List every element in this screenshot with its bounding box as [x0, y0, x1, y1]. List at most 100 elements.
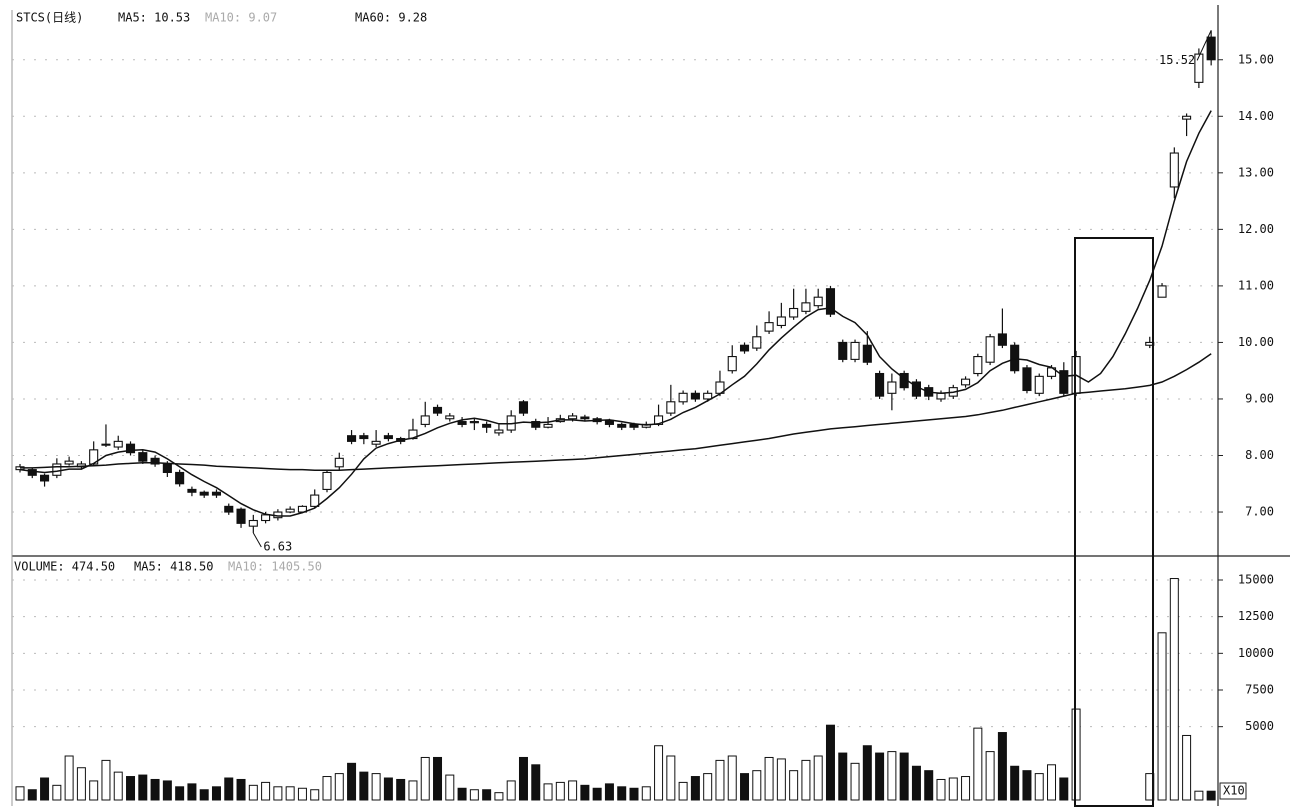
candle-body — [1182, 115, 1192, 120]
volume-bar — [261, 781, 271, 801]
candle-body — [383, 435, 393, 440]
indicator: MA10: 9.07 — [205, 11, 277, 25]
y-tick-label: 12.00 — [1238, 222, 1274, 236]
volume-bar — [875, 752, 885, 801]
volume-bar — [52, 784, 62, 801]
candle-body — [1022, 367, 1032, 392]
unit-box — [1219, 782, 1247, 800]
candle-body — [285, 508, 295, 513]
candle-body — [371, 440, 381, 445]
candle-body — [125, 443, 136, 454]
candle-body — [813, 296, 823, 307]
volume-bar — [408, 780, 418, 801]
volume-bar — [1034, 773, 1044, 801]
volume-bar — [948, 777, 958, 801]
volume-bar — [727, 755, 737, 801]
candle-body — [162, 463, 172, 474]
volume-bar — [89, 780, 99, 801]
volume-bar — [482, 789, 492, 801]
candle-body — [703, 392, 713, 400]
volume-bar — [825, 724, 835, 801]
candle-body — [543, 423, 553, 428]
volume-bar — [1169, 578, 1179, 801]
candle-body — [248, 519, 258, 527]
candle-body — [359, 435, 369, 440]
candle-body — [322, 471, 332, 490]
volume-bar — [1022, 770, 1032, 801]
y-tick-label: 12500 — [1238, 609, 1274, 623]
volume-bar — [310, 789, 320, 801]
volume-indicator: MA10: 1405.50 — [228, 560, 322, 574]
volume-bar — [629, 787, 639, 801]
candle-body — [850, 341, 860, 360]
candle-body — [690, 392, 700, 400]
volume-bar — [985, 751, 995, 801]
volume-bar — [568, 780, 578, 801]
volume-bar — [518, 756, 528, 801]
volume-bar — [347, 762, 357, 801]
candle-body — [936, 392, 946, 400]
candle-body — [52, 463, 62, 476]
y-tick-label: 10000 — [1238, 646, 1274, 660]
volume-bar — [359, 771, 369, 801]
candle-body — [997, 333, 1007, 346]
volume-bar — [862, 745, 872, 801]
volume-bar — [1010, 765, 1020, 801]
candle-body — [27, 469, 37, 476]
candle-body — [518, 401, 529, 414]
candle-body — [187, 488, 197, 493]
volume-bar — [1206, 790, 1216, 801]
candle-body — [629, 423, 639, 428]
volume-bar — [334, 773, 344, 801]
candle-body — [727, 356, 737, 372]
candle-body — [825, 288, 836, 315]
candle-body — [432, 406, 443, 414]
volume-bar — [1182, 734, 1192, 801]
volume-bar — [789, 770, 799, 801]
volume-bar — [580, 784, 590, 801]
volume-bar — [199, 789, 209, 801]
volume-bar — [924, 770, 934, 801]
volume-bar — [224, 777, 234, 801]
y-tick-label: 15.00 — [1238, 52, 1274, 66]
volume-bar — [64, 755, 74, 801]
candle-body — [482, 423, 492, 428]
volume-bar — [383, 777, 393, 801]
volume-bar — [322, 776, 332, 801]
candle-body — [211, 491, 222, 496]
volume-bar — [961, 776, 971, 801]
volume-bar — [764, 756, 774, 801]
candle-body — [40, 474, 50, 482]
candle-body — [224, 505, 234, 513]
annotation-leader — [1196, 30, 1212, 61]
volume-bar — [457, 787, 467, 801]
candle-body — [113, 440, 123, 448]
candle-body — [1206, 36, 1216, 61]
volume-bar — [936, 778, 946, 801]
volume-bar — [715, 759, 725, 801]
volume-bar — [40, 777, 50, 801]
candle-body — [973, 356, 983, 375]
volume-bar — [113, 771, 123, 801]
y-tick-label: 8.00 — [1245, 448, 1274, 462]
volume-bar — [997, 732, 1007, 801]
volume-bar — [371, 773, 381, 801]
candle-body — [1194, 53, 1204, 83]
volume-bar — [1059, 777, 1069, 801]
volume-bar — [617, 786, 627, 801]
y-tick-label: 7500 — [1245, 683, 1274, 697]
annotation: 15.52 — [1159, 53, 1195, 67]
volume-bar — [604, 783, 614, 801]
volume-bar — [1071, 708, 1081, 801]
candle-body — [1059, 370, 1069, 394]
candle-body — [175, 471, 185, 485]
volume-bar — [420, 756, 430, 801]
y-tick-label: 9.00 — [1245, 391, 1274, 405]
candle-body — [1010, 344, 1020, 372]
candle-body — [457, 421, 467, 425]
volume-bar — [175, 786, 185, 801]
candle-body — [887, 381, 897, 394]
candle-body — [310, 494, 320, 507]
y-tick-label: 5000 — [1245, 719, 1274, 733]
